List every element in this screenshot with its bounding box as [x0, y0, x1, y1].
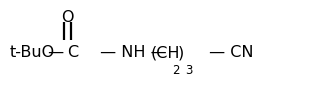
Text: O: O — [61, 10, 74, 25]
Text: — NH —: — NH — — [95, 45, 171, 60]
Text: (CH: (CH — [151, 45, 180, 60]
Text: —: — — [43, 45, 70, 60]
Text: 2: 2 — [172, 64, 179, 77]
Text: t-BuO: t-BuO — [10, 45, 55, 60]
Text: ): ) — [178, 45, 184, 60]
Text: 3: 3 — [186, 64, 193, 77]
Text: — CN: — CN — [204, 45, 253, 60]
Text: C: C — [67, 45, 79, 60]
